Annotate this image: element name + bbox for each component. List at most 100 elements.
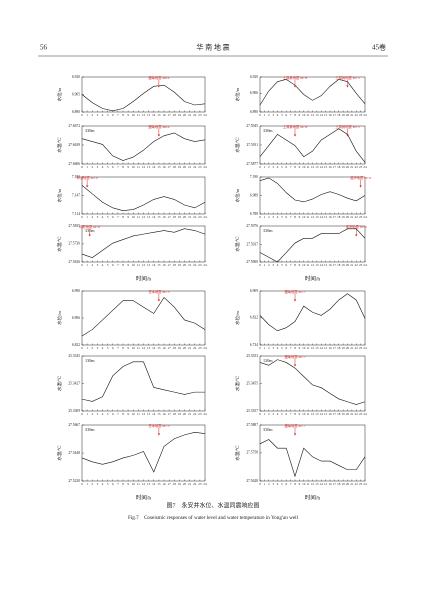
- x-tick-label: 0: [81, 482, 83, 486]
- x-tick-label: 12: [311, 113, 315, 117]
- x-tick-label: 2: [268, 263, 270, 267]
- x-tick-label: 24: [363, 263, 367, 267]
- x-tick-label: 10: [302, 412, 306, 416]
- x-tick-label: 8: [294, 263, 296, 267]
- x-tick-label: 20: [346, 412, 350, 416]
- x-tick-label: 1: [264, 346, 266, 350]
- x-tick-label: 18: [337, 113, 341, 117]
- depth-note: 330m: [263, 228, 273, 233]
- x-tick-label: 16: [162, 482, 166, 486]
- x-tick-label: 9: [299, 482, 301, 486]
- event-arrow-head: [157, 299, 161, 302]
- x-tick-label: 3: [272, 412, 274, 416]
- x-tick-label: 9: [299, 165, 301, 169]
- x-tick-label: 0: [259, 263, 261, 267]
- y-axis-title: 水位/m: [234, 87, 240, 101]
- x-tick-label: 9: [299, 215, 301, 219]
- x-tick-label: 15: [324, 412, 328, 416]
- x-tick-label: 22: [193, 412, 197, 416]
- x-tick-label: 23: [359, 215, 363, 219]
- x-tick-label: 14: [320, 263, 324, 267]
- x-tick-label: 19: [342, 346, 346, 350]
- x-tick-label: 7: [117, 113, 119, 117]
- x-tick-label: 16: [328, 165, 332, 169]
- x-tick-label: 7: [117, 263, 119, 267]
- x-tick-label: 3: [272, 482, 274, 486]
- x-tick-label: 7: [117, 482, 119, 486]
- x-tick-label: 8: [122, 412, 124, 416]
- y-tick-label: 6.822: [250, 316, 258, 320]
- x-tick-label: 18: [337, 346, 341, 350]
- x-tick-label: 0: [81, 113, 83, 117]
- y-tick-label: 6.989: [250, 193, 258, 197]
- x-tick-label: 8: [294, 346, 296, 350]
- x-tick-label: 12: [142, 113, 146, 117]
- x-tick-label: 17: [333, 346, 337, 350]
- x-tick-label: 18: [173, 113, 177, 117]
- y-axis-title: 水温/℃: [56, 445, 63, 460]
- x-tick-label: 2: [268, 113, 270, 117]
- x-tick-label: 6: [285, 215, 287, 219]
- y-tick-label: 6.788: [250, 212, 258, 216]
- x-tick-label: 12: [311, 165, 315, 169]
- data-line: [81, 84, 206, 112]
- x-tick-label: 2: [91, 165, 93, 169]
- y-tick-label: 6.920: [72, 75, 80, 79]
- y-axis-title: 水温/℃: [234, 445, 241, 460]
- x-tick-label: 18: [173, 346, 177, 350]
- x-tick-label: 2: [268, 215, 270, 219]
- y-tick-label: 27.5945: [246, 124, 258, 128]
- x-tick-label: 0: [259, 346, 261, 350]
- x-tick-label: 1: [86, 482, 88, 486]
- x-tick-label: 11: [137, 482, 140, 486]
- y-tick-label: 27.5911: [246, 143, 258, 147]
- y-axis-title: 水温/℃: [56, 137, 63, 152]
- x-tick-label: 13: [315, 215, 319, 219]
- depth-note: 330m: [85, 427, 95, 432]
- x-tick-label: 13: [147, 215, 151, 219]
- x-tick-label: 1: [264, 165, 266, 169]
- x-tick-label: 24: [203, 215, 207, 219]
- x-tick-label: 2: [91, 412, 93, 416]
- x-tick-label: 5: [281, 215, 283, 219]
- x-tick-label: 17: [333, 215, 337, 219]
- x-tick-label: 13: [315, 346, 319, 350]
- x-tick-label: 1: [264, 412, 266, 416]
- x-tick-label: 17: [333, 412, 337, 416]
- x-tick-label: 21: [188, 165, 192, 169]
- x-tick-label: 2: [268, 346, 270, 350]
- x-tick-label: 18: [173, 482, 177, 486]
- y-axis-title: 水位/m: [56, 188, 62, 202]
- x-tick-label: 8: [122, 346, 124, 350]
- x-tick-label: 20: [346, 482, 350, 486]
- x-tick-label: 10: [132, 263, 136, 267]
- x-tick-label: 21: [188, 263, 192, 267]
- x-tick-label: 19: [178, 263, 182, 267]
- y-tick-label: 7.114: [72, 212, 80, 216]
- x-tick-label: 5: [281, 346, 283, 350]
- x-tick-label: 22: [193, 482, 197, 486]
- y-axis-title: 水温/℃: [234, 236, 241, 251]
- data-line: [259, 439, 366, 478]
- y-axis-title: 水位/m: [56, 87, 62, 101]
- x-tick-label: 18: [337, 215, 341, 219]
- x-tick-label: 4: [102, 482, 104, 486]
- x-tick-label: 6: [285, 263, 287, 267]
- x-tick-label: 19: [342, 165, 346, 169]
- x-tick-label: 2: [268, 165, 270, 169]
- x-tick-label: 13: [315, 482, 319, 486]
- x-tick-label: 23: [359, 113, 363, 117]
- x-tick-label: 4: [102, 113, 104, 117]
- y-tick-label: 6.890: [250, 110, 258, 114]
- event-arrow-head: [346, 85, 349, 88]
- depth-note: 330m: [263, 427, 273, 432]
- x-tick-label: 12: [142, 346, 146, 350]
- x-tick-label: 4: [277, 482, 279, 486]
- x-tick-label: 0: [81, 165, 83, 169]
- x-tick-label: 0: [81, 346, 83, 350]
- x-tick-label: 24: [363, 482, 367, 486]
- y-tick-label: 25.3553: [246, 354, 258, 358]
- x-tick-label: 10: [132, 113, 136, 117]
- x-tick-label: 24: [203, 165, 207, 169]
- x-tick-label: 12: [311, 346, 315, 350]
